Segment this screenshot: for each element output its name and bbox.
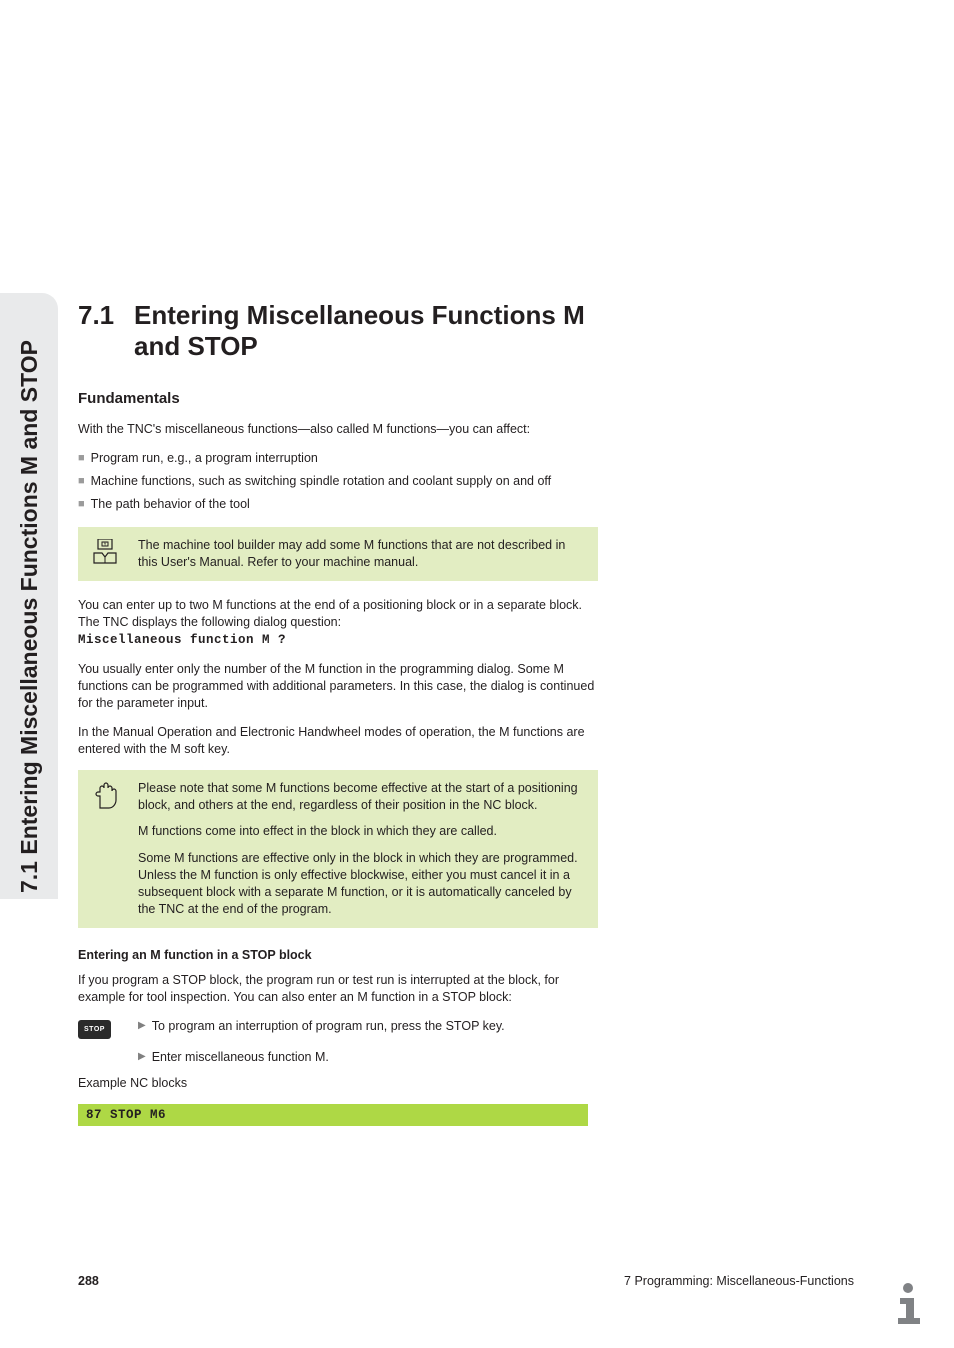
list-item: ■ The path behavior of the tool (78, 496, 598, 513)
para-manual-operation: In the Manual Operation and Electronic H… (78, 724, 598, 758)
step-row-2: ▶ Enter miscellaneous function M. (78, 1049, 598, 1066)
bullet-text: Program run, e.g., a program interruptio… (91, 450, 318, 467)
step-row-1: STOP ▶ To program an interruption of pro… (78, 1018, 598, 1039)
bullet-icon: ■ (78, 450, 85, 467)
info-icon (884, 1278, 932, 1326)
chapter-label: 7 Programming: Miscellaneous-Functions (624, 1274, 854, 1288)
heading: 7.1 Entering Miscellaneous Functions M a… (78, 300, 598, 362)
arrow-icon: ▶ (138, 1049, 146, 1066)
stop-key-icon: STOP (78, 1020, 111, 1039)
note-p3: Some M functions are effective only in t… (138, 850, 584, 918)
fundamentals-heading: Fundamentals (78, 390, 598, 407)
bullet-list: ■ Program run, e.g., a program interrupt… (78, 450, 598, 513)
page-footer: 288 7 Programming: Miscellaneous-Functio… (78, 1274, 894, 1288)
para-programming-dialog: You usually enter only the number of the… (78, 661, 598, 712)
note-text: The machine tool builder may add some M … (138, 537, 584, 571)
bullet-text: The path behavior of the tool (91, 496, 250, 513)
dialog-prompt: Miscellaneous function M ? (78, 632, 598, 649)
bullet-text: Machine functions, such as switching spi… (91, 473, 551, 490)
heading-number: 7.1 (78, 300, 134, 331)
example-label: Example NC blocks (78, 1075, 598, 1092)
machine-manual-note: Y The machine tool builder may add some … (78, 527, 598, 581)
note-p2: M functions come into effect in the bloc… (138, 823, 584, 840)
hand-note-icon (92, 782, 118, 810)
list-item: ■ Program run, e.g., a program interrupt… (78, 450, 598, 467)
step-1-text: To program an interruption of program ru… (152, 1018, 505, 1035)
machine-manual-icon: Y (92, 539, 120, 565)
list-item: ■ Machine functions, such as switching s… (78, 473, 598, 490)
para-m-functions: You can enter up to two M functions at t… (78, 597, 598, 631)
page-number: 288 (78, 1274, 99, 1288)
main-content: 7.1 Entering Miscellaneous Functions M a… (78, 300, 598, 1126)
arrow-icon: ▶ (138, 1018, 146, 1035)
bullet-icon: ■ (78, 473, 85, 490)
side-tab-title: 7.1 Entering Miscellaneous Functions M a… (16, 340, 43, 893)
note-p1: Please note that some M functions become… (138, 780, 584, 814)
svg-text:Y: Y (103, 542, 107, 548)
stop-block-intro: If you program a STOP block, the program… (78, 972, 598, 1006)
intro-paragraph: With the TNC's miscellaneous functions—a… (78, 421, 598, 438)
step-2-text: Enter miscellaneous function M. (152, 1049, 329, 1066)
heading-title: Entering Miscellaneous Functions M and S… (134, 300, 598, 362)
stop-block-heading: Entering an M function in a STOP block (78, 948, 598, 962)
nc-code-block: 87 STOP M6 (78, 1104, 588, 1126)
hand-note: Please note that some M functions become… (78, 770, 598, 928)
bullet-icon: ■ (78, 496, 85, 513)
